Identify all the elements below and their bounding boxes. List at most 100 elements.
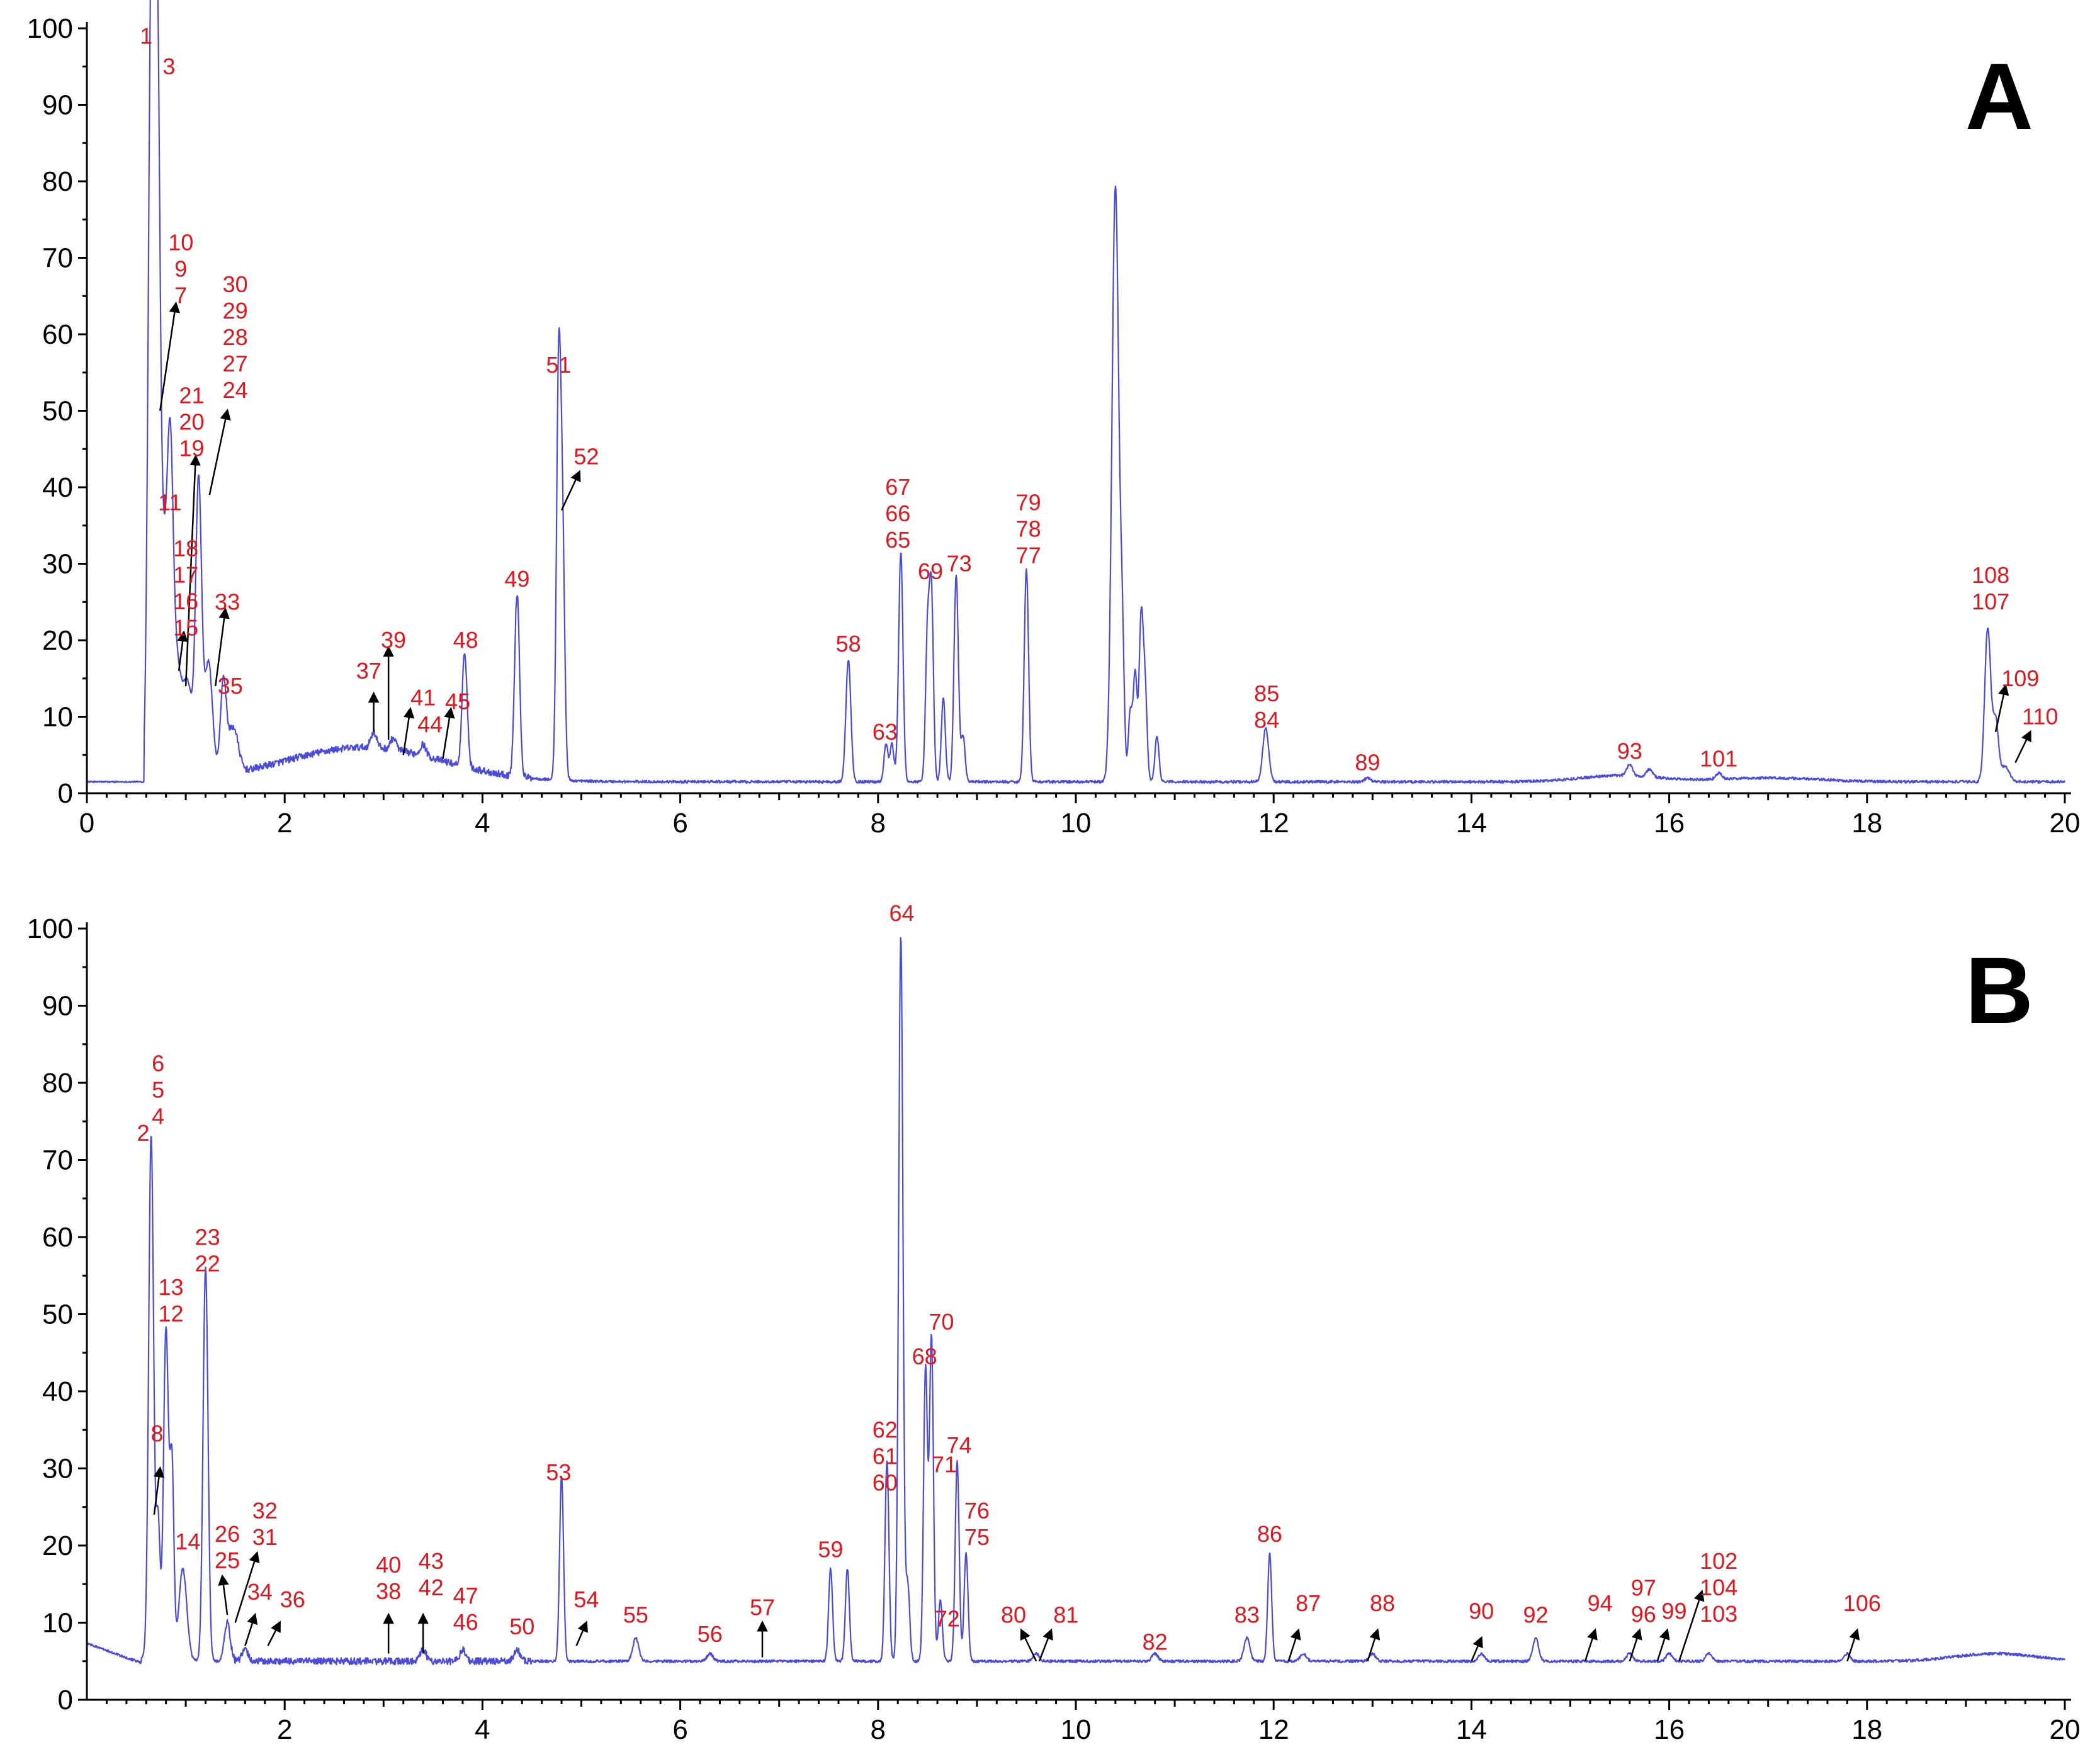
peak-annotation: 41 bbox=[402, 684, 436, 755]
peak-label: 60 bbox=[873, 1470, 898, 1496]
peak-arrow bbox=[560, 470, 581, 511]
peak-annotation: 72 bbox=[935, 1606, 960, 1632]
peak-annotation: 87 bbox=[1287, 1590, 1321, 1662]
x-tick-label: 6 bbox=[672, 808, 687, 839]
x-tick-label: 12 bbox=[1258, 1714, 1289, 1745]
peak-label: 49 bbox=[504, 566, 529, 592]
peak-annotation: 56 bbox=[698, 1621, 723, 1647]
peak-label: 46 bbox=[453, 1609, 478, 1635]
peak-arrow bbox=[1629, 1628, 1642, 1662]
peak-label: 97 bbox=[1631, 1575, 1656, 1601]
peak-label: 81 bbox=[1053, 1602, 1078, 1628]
peak-label: 63 bbox=[873, 719, 898, 745]
peak-label: 16 bbox=[173, 588, 198, 614]
y-tick-label: 30 bbox=[42, 549, 73, 580]
peak-annotation: 63 bbox=[873, 719, 898, 745]
x-tick-label: 20 bbox=[2050, 808, 2081, 839]
x-tick-label: 2 bbox=[277, 1714, 292, 1745]
peak-arrow bbox=[1038, 1628, 1053, 1662]
peak-annotation: 57 bbox=[750, 1594, 775, 1658]
peak-label: 51 bbox=[546, 352, 571, 378]
peak-label: 38 bbox=[376, 1578, 401, 1604]
y-tick-label: 90 bbox=[42, 991, 73, 1022]
peak-label: 26 bbox=[215, 1521, 240, 1547]
peak-label: 5 bbox=[152, 1077, 164, 1103]
peak-label: 56 bbox=[698, 1621, 723, 1647]
peak-arrow bbox=[1471, 1636, 1483, 1662]
peak-annotation: 8 bbox=[151, 1421, 165, 1515]
peak-annotation: 52 bbox=[560, 444, 599, 511]
trace-line-a bbox=[86, 0, 2066, 784]
peak-arrow bbox=[1367, 1628, 1381, 1662]
peak-arrow bbox=[153, 1466, 165, 1515]
x-tick-label: 8 bbox=[871, 1714, 886, 1745]
peak-annotation: 74 bbox=[947, 1432, 972, 1458]
x-tick-label: 14 bbox=[1456, 808, 1487, 839]
peak-label: 36 bbox=[280, 1586, 305, 1612]
peak-label: 45 bbox=[445, 688, 470, 714]
peak-label: 31 bbox=[252, 1524, 278, 1550]
peak-annotation: 50 bbox=[509, 1614, 534, 1639]
peak-label: 21 bbox=[179, 382, 205, 408]
y-tick-label: 20 bbox=[42, 625, 73, 656]
peak-annotation: 99 bbox=[1656, 1598, 1686, 1662]
peak-arrow bbox=[214, 607, 230, 687]
peak-label: 6 bbox=[152, 1051, 164, 1077]
peak-label: 3 bbox=[162, 54, 175, 79]
peak-label: 73 bbox=[947, 551, 972, 577]
peak-label: 102 bbox=[1700, 1548, 1737, 1574]
peak-label: 65 bbox=[885, 527, 910, 553]
peak-label: 66 bbox=[885, 500, 910, 526]
x-tick-label: 16 bbox=[1654, 1714, 1685, 1745]
peak-label: 52 bbox=[573, 444, 599, 470]
peak-label: 67 bbox=[885, 474, 910, 500]
peak-annotation: 82 bbox=[1143, 1629, 1168, 1654]
peak-annotation: 73 bbox=[947, 551, 972, 577]
peak-arrow bbox=[1287, 1628, 1301, 1662]
peak-label: 83 bbox=[1234, 1602, 1260, 1628]
peak-annotation: 48 bbox=[453, 627, 478, 653]
peak-annotation: 70 bbox=[929, 1309, 954, 1335]
y-tick-label: 10 bbox=[42, 702, 73, 733]
y-tick-label: 100 bbox=[27, 13, 73, 44]
peak-annotation: 83 bbox=[1234, 1602, 1260, 1628]
peak-label: 71 bbox=[932, 1452, 957, 1478]
peak-annotation: 44 bbox=[417, 711, 443, 737]
peak-annotation: 36 bbox=[267, 1586, 305, 1646]
peak-label: 43 bbox=[419, 1548, 444, 1574]
peak-label: 57 bbox=[750, 1594, 775, 1620]
peak-label: 42 bbox=[419, 1575, 444, 1600]
peak-annotation: 68 bbox=[912, 1343, 937, 1369]
peak-label: 47 bbox=[453, 1583, 478, 1609]
peak-label: 2 bbox=[137, 1120, 150, 1146]
y-tick-label: 60 bbox=[42, 1222, 73, 1253]
peak-label: 53 bbox=[546, 1459, 571, 1485]
peak-arrow bbox=[1656, 1628, 1670, 1662]
peak-label: 82 bbox=[1143, 1629, 1168, 1654]
peak-label: 20 bbox=[179, 409, 205, 434]
peak-label: 99 bbox=[1661, 1598, 1686, 1624]
peak-annotation: 109 bbox=[1994, 665, 2039, 733]
peak-label: 32 bbox=[252, 1498, 278, 1524]
peak-arrow bbox=[234, 1551, 260, 1623]
peak-label: 33 bbox=[215, 589, 240, 614]
panel-label-a: A bbox=[1965, 43, 2033, 149]
x-tick-label: 18 bbox=[1851, 808, 1882, 839]
peak-annotation: 106 bbox=[1843, 1590, 1881, 1662]
peak-annotation: 64 bbox=[889, 900, 914, 926]
y-tick-label: 40 bbox=[42, 1376, 73, 1407]
y-tick-label: 40 bbox=[42, 472, 73, 503]
peak-annotation: 53 bbox=[546, 1459, 571, 1485]
x-tick-label: 16 bbox=[1654, 808, 1685, 839]
peak-label: 23 bbox=[195, 1224, 220, 1250]
peak-annotation: 45 bbox=[442, 688, 470, 759]
peak-label: 17 bbox=[173, 562, 198, 587]
